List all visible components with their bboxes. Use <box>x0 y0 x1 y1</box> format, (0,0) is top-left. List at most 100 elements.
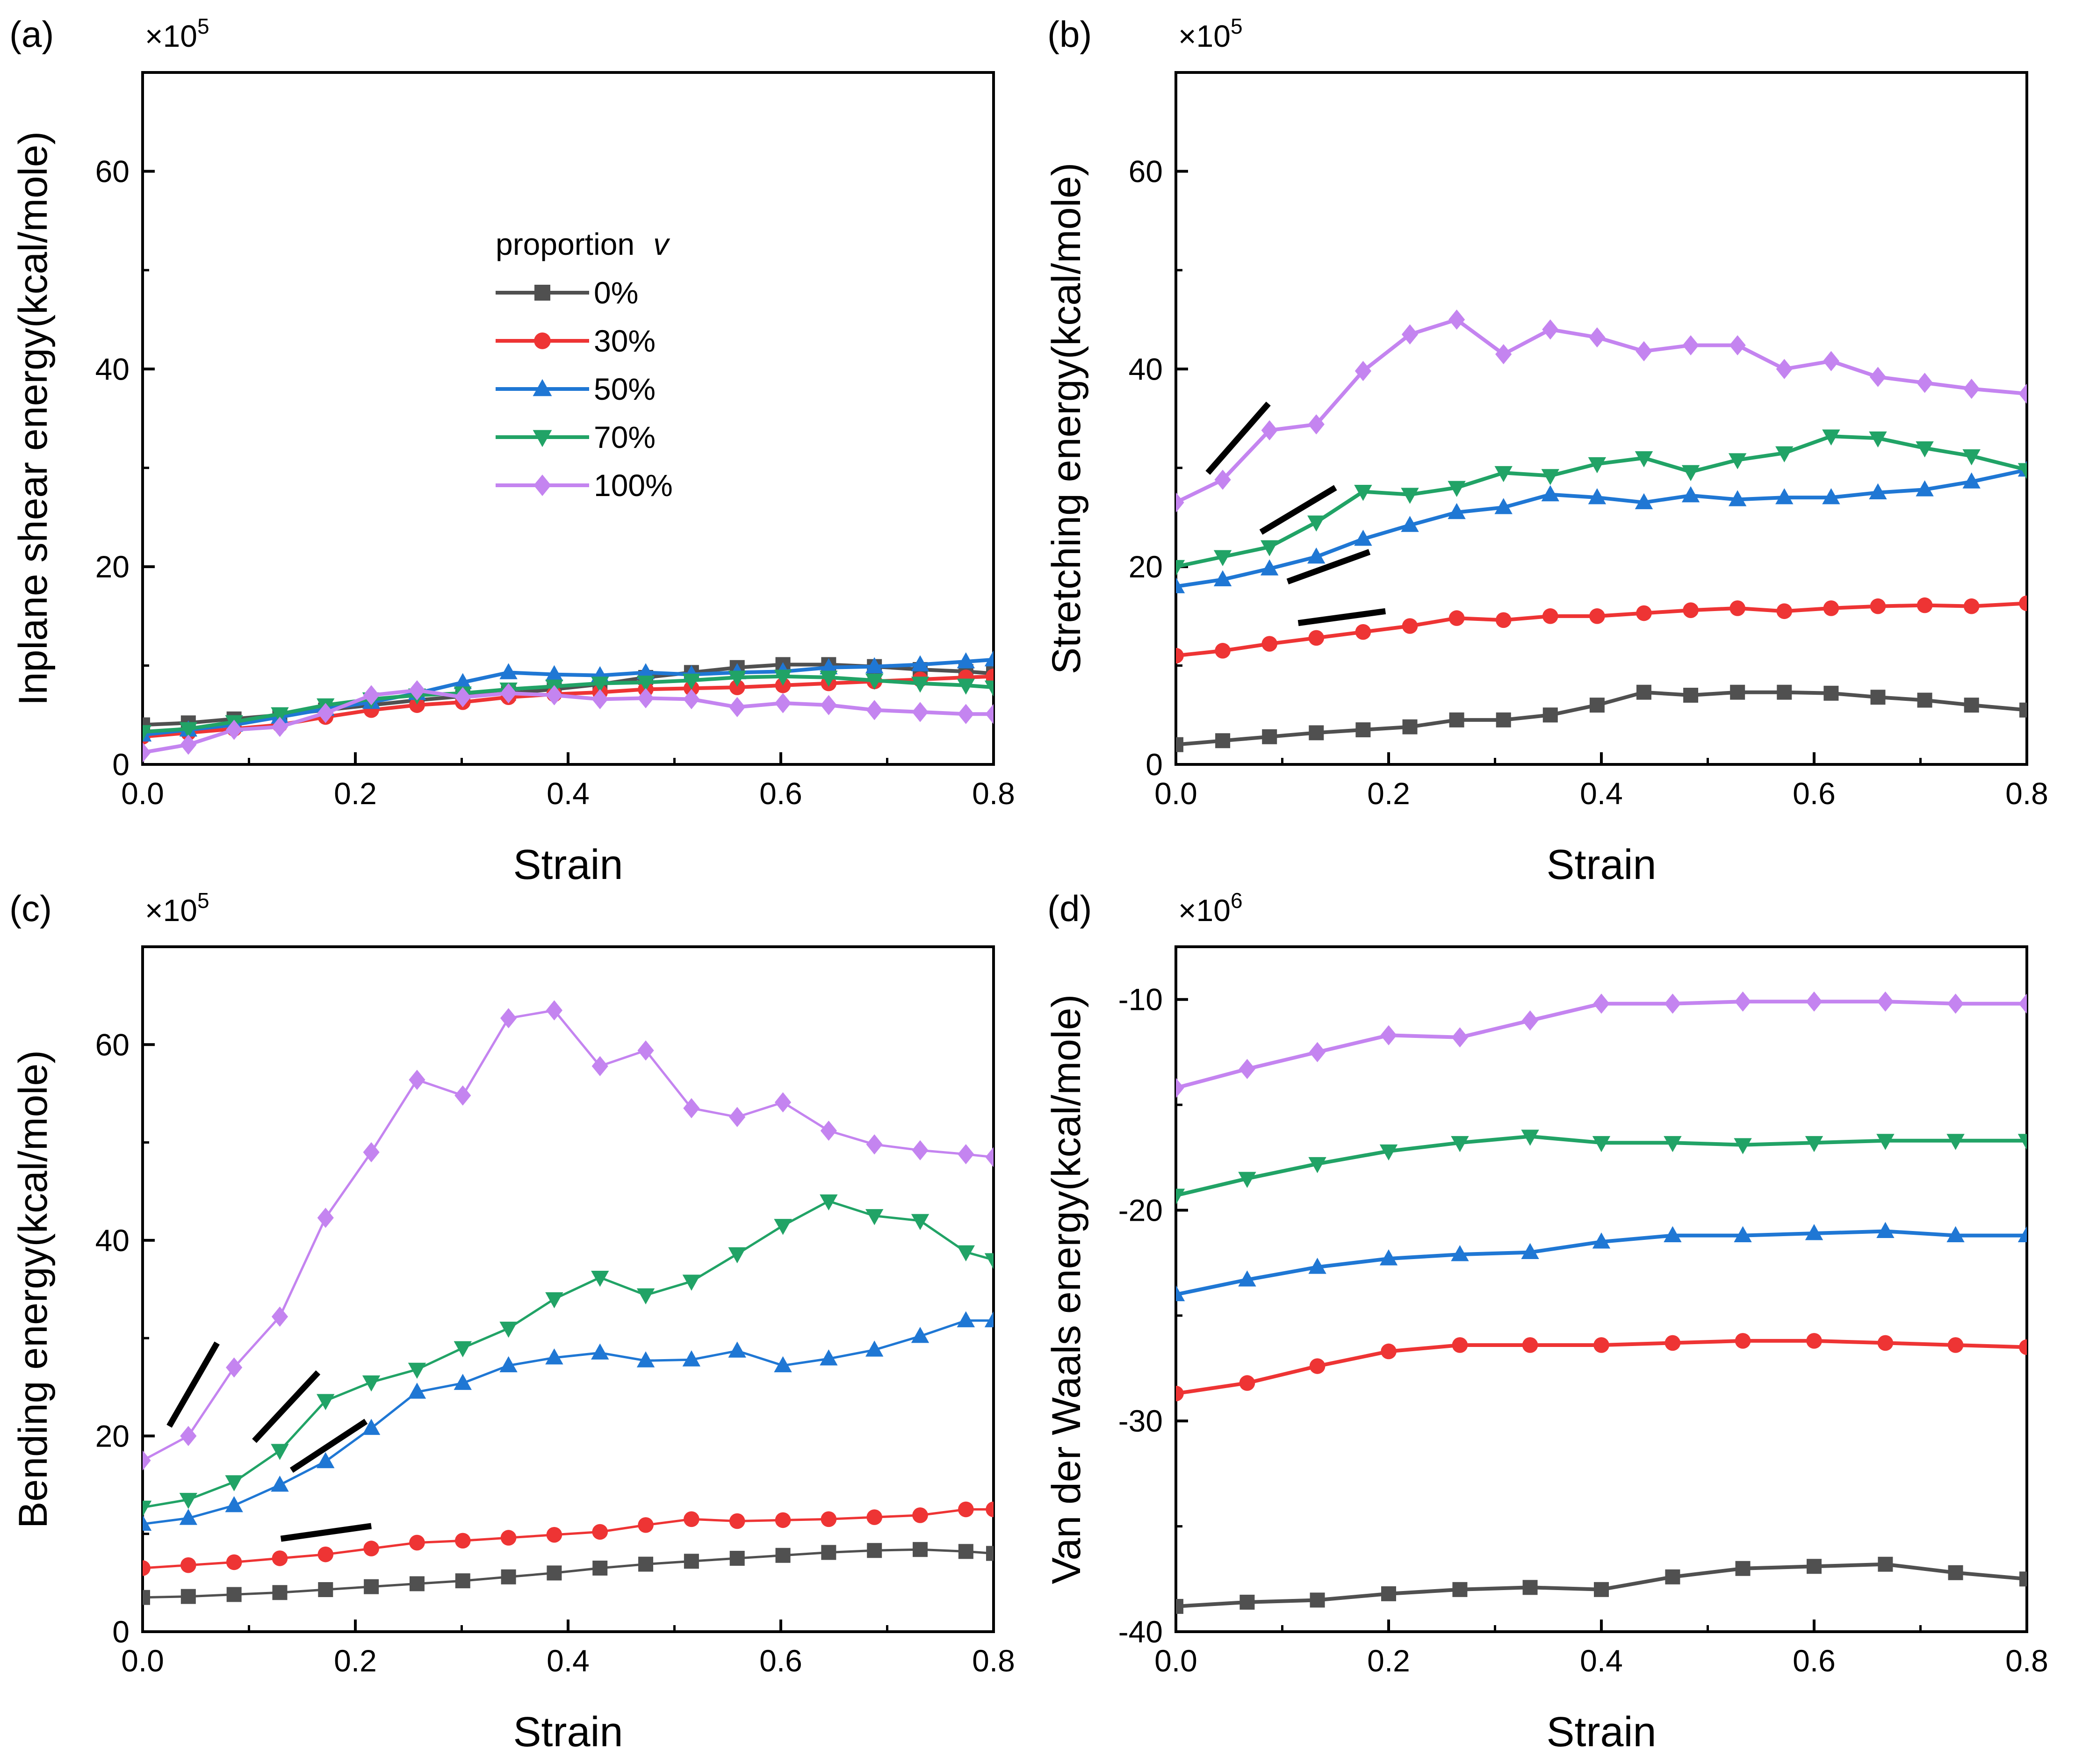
data-point-s50 <box>984 650 994 667</box>
data-point-s30 <box>317 1546 334 1562</box>
legend-label: 50% <box>594 372 656 406</box>
data-point-s100 <box>546 1000 563 1021</box>
data-point-s70 <box>1451 1136 1469 1152</box>
data-point-s70 <box>225 1475 243 1491</box>
x-tick-label: 0.0 <box>1154 1643 1197 1678</box>
data-point-s0 <box>409 1576 425 1591</box>
data-point-s50 <box>1494 498 1513 514</box>
data-point-s30 <box>226 1554 242 1570</box>
data-point-s50 <box>865 1340 884 1357</box>
data-point-s70 <box>774 670 792 686</box>
data-point-s30 <box>409 697 425 713</box>
data-point-s70 <box>957 1245 975 1261</box>
data-point-s30 <box>684 1511 699 1527</box>
axis-multiplier-exponent: 5 <box>197 14 209 38</box>
panel-a: (a) ×105 0.0 0.2 0.4 0.6 0.8 0 20 40 60 Strain Inpla… <box>9 14 1015 888</box>
x-axis-label: Strain <box>513 842 623 888</box>
legend-marker-s100 <box>533 475 551 496</box>
axis-multiplier-base: ×10 <box>145 893 197 928</box>
data-point-s100 <box>1542 319 1559 340</box>
data-point-s0 <box>1807 1559 1822 1574</box>
y-tick-label: 40 <box>95 352 130 386</box>
data-point-s50 <box>1822 488 1840 504</box>
data-point-s70 <box>499 1321 518 1338</box>
data-point-s0 <box>775 1548 791 1563</box>
data-point-s100 <box>317 1208 334 1228</box>
series-line-s50 <box>143 1319 994 1526</box>
series-line-s0 <box>143 1548 994 1599</box>
data-point-s30 <box>1806 1333 1822 1349</box>
data-point-s70 <box>1876 1134 1895 1150</box>
y-axis-label: Van der Waals energy(kcal/mole) <box>1044 994 1089 1584</box>
data-point-s100 <box>774 693 792 713</box>
data-point-s0 <box>143 1590 150 1605</box>
data-point-s0 <box>821 1545 836 1560</box>
data-point-s30 <box>454 1533 471 1549</box>
y-axis-label: Inplane shear energy(kcal/mole) <box>11 131 56 706</box>
x-tick-label: 0.2 <box>1367 1643 1410 1678</box>
data-point-s100 <box>1636 341 1652 361</box>
data-point-s100 <box>271 1306 288 1327</box>
y-axis-label: Bending energy(kcal/mole) <box>11 1050 56 1528</box>
data-point-s70 <box>362 1375 381 1392</box>
data-point-s0 <box>1176 1598 1183 1614</box>
data-point-s0 <box>1522 1580 1538 1595</box>
x-tick-label: 0.6 <box>759 776 802 811</box>
data-point-s100 <box>1806 991 1823 1012</box>
data-point-s30 <box>1963 598 1980 614</box>
data-point-s30 <box>1729 600 1745 616</box>
data-point-s30 <box>409 1534 425 1551</box>
series-line-s70 <box>143 1200 994 1509</box>
data-point-s0 <box>1176 737 1183 752</box>
series-s50 <box>1176 460 2027 593</box>
data-point-s50 <box>545 665 563 681</box>
data-point-s70 <box>1592 1136 1611 1152</box>
data-point-s100 <box>1823 351 1839 371</box>
data-point-s0 <box>638 1556 654 1572</box>
data-point-s70 <box>1916 441 1934 458</box>
x-tick-label: 0.0 <box>121 776 164 811</box>
x-tick-label: 0.2 <box>1367 776 1410 811</box>
data-point-s100 <box>912 702 929 722</box>
series-s0 <box>143 1542 994 1605</box>
data-point-s70 <box>1946 1134 1965 1150</box>
data-point-s50 <box>911 1326 929 1343</box>
data-point-s100 <box>1664 994 1681 1014</box>
x-tick-label: 0.8 <box>972 776 1015 811</box>
x-tick-label: 0.4 <box>1580 1643 1623 1678</box>
x-tick-label: 0.8 <box>2005 776 2048 811</box>
data-point-s50 <box>179 1509 198 1525</box>
data-point-s100 <box>985 1147 994 1167</box>
data-point-s70 <box>271 707 289 724</box>
series-s70 <box>1176 429 2027 576</box>
data-point-s70 <box>591 677 609 693</box>
data-point-s100 <box>317 703 334 723</box>
y-tick-label: 60 <box>95 154 130 188</box>
data-point-s70 <box>1448 481 1466 497</box>
data-point-s100 <box>1589 327 1606 348</box>
data-point-s100 <box>1963 378 1980 399</box>
series-s70 <box>1176 1130 2027 1205</box>
data-point-s50 <box>1401 516 1419 532</box>
slope-indicator <box>1286 549 1371 584</box>
data-point-s50 <box>774 1356 792 1373</box>
data-point-s50 <box>1354 529 1372 546</box>
data-point-s70 <box>179 722 198 738</box>
legend-marker-s70 <box>533 430 552 447</box>
data-point-s0 <box>958 1544 973 1559</box>
data-point-s30 <box>1261 636 1277 652</box>
data-point-s100 <box>985 704 994 724</box>
series-s50 <box>1176 1222 2027 1302</box>
data-point-s30 <box>912 1507 928 1523</box>
data-point-s50 <box>1876 1222 1895 1238</box>
data-point-s50 <box>225 1496 243 1512</box>
data-point-s100 <box>409 680 425 701</box>
data-point-s100 <box>958 704 974 724</box>
data-point-s30 <box>1870 598 1886 614</box>
data-point-s0 <box>1355 722 1371 737</box>
data-point-s50 <box>1448 503 1466 519</box>
data-point-s30 <box>1355 624 1371 640</box>
x-tick-label: 0.2 <box>334 1643 377 1678</box>
data-point-s70 <box>820 670 838 687</box>
